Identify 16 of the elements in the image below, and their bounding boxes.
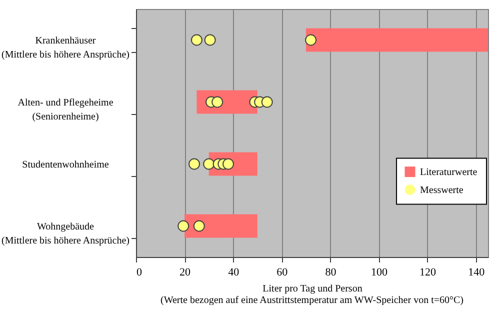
x-tick-label: 60 (276, 266, 288, 278)
legend-label: Messwerte (420, 184, 464, 196)
y-tick-label: Studentenwohnheime (22, 160, 110, 170)
x-tick-label: 120 (420, 266, 437, 278)
y-tick-label: Wohngebäude (Mittlere bis höhere Ansprüche) (1, 222, 130, 246)
text: (Werte bezogen auf eine Austrittstemperatur am WW-Speicher von t=60°C) (160, 295, 464, 306)
x-tick-label: 0 (136, 266, 142, 278)
x-tick-label: 100 (371, 266, 388, 278)
y-tick-label: Krankenhäuser (Mittlere bis höhere Ansprüche) (1, 36, 130, 60)
x-tick-label: 140 (468, 266, 486, 278)
legend-label: Literaturwerte (420, 166, 478, 178)
x-tick-label: 20 (180, 266, 192, 278)
y-tick-label: Alten- und Pflegeheime (Seniorenheime) (18, 98, 114, 122)
x-tick-label: 80 (325, 266, 337, 278)
x-axis-title: Liter pro Tag und Person (262, 284, 362, 294)
x-tick-label: 40 (228, 266, 240, 278)
